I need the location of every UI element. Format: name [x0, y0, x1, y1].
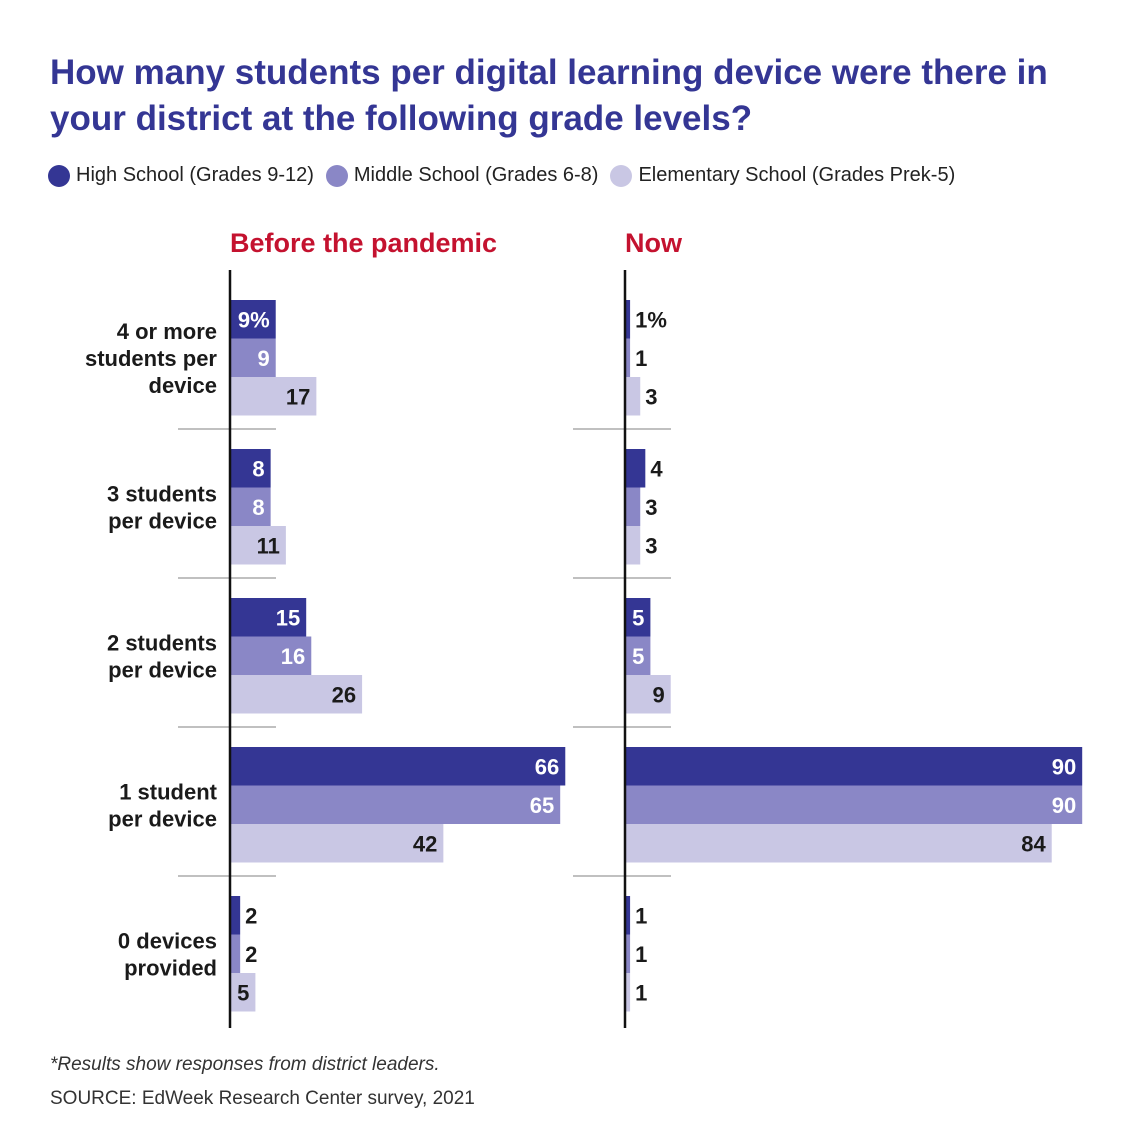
legend-label-high-school: High School (Grades 9-12): [76, 164, 314, 186]
data-label: 1%: [635, 307, 667, 332]
data-label: 5: [632, 605, 644, 630]
bar-elementary-school: [230, 675, 363, 714]
bar-middle-school: [625, 785, 1083, 824]
data-label: 90: [1052, 754, 1076, 779]
category-label-line: 1 student: [119, 779, 217, 804]
bar-middle-school: [230, 785, 561, 824]
data-label: 17: [286, 384, 310, 409]
data-label: 4: [650, 456, 663, 481]
bar-middle-school: [625, 487, 641, 526]
data-label: 1: [635, 346, 647, 371]
source-note: SOURCE: EdWeek Research Center survey, 2…: [50, 1088, 475, 1109]
category-label-line: 0 devices: [118, 928, 217, 953]
bar-high-school: [625, 747, 1083, 786]
bar-high-school: [230, 449, 271, 488]
category-label-line: per device: [108, 657, 217, 682]
data-label: 5: [632, 644, 644, 669]
data-label: 16: [281, 644, 305, 669]
legend-label-elementary-school: Elementary School (Grades Prek-5): [638, 164, 956, 186]
data-label: 26: [332, 682, 356, 707]
bar-high-school: [230, 300, 276, 339]
category-label-line: per device: [108, 508, 217, 533]
data-label: 3: [645, 533, 657, 558]
legend-item-elementary-school: Elementary School (Grades Prek-5): [610, 164, 955, 187]
legend: High School (Grades 9-12) Middle School …: [48, 164, 967, 187]
legend-swatch-elementary-school: [610, 164, 633, 187]
panel-title: Before the pandemic: [230, 228, 497, 258]
bar-middle-school: [625, 636, 651, 675]
legend-label-middle-school: Middle School (Grades 6-8): [353, 164, 599, 186]
data-label: 1: [635, 942, 647, 967]
category-label-line: 2 students: [107, 630, 217, 655]
bar-high-school: [230, 598, 307, 637]
data-label: 2: [245, 942, 257, 967]
bar-middle-school: [230, 487, 271, 526]
bar-elementary-school: [625, 675, 671, 714]
bar-high-school: [230, 896, 241, 935]
bar-middle-school: [230, 934, 241, 973]
legend-swatch-middle-school: [325, 164, 348, 187]
bar-high-school: [230, 747, 566, 786]
data-label: 9: [652, 682, 664, 707]
category-label: 1 student per device: [108, 779, 218, 831]
panel-title: Now: [625, 228, 683, 258]
data-label: 5: [237, 980, 249, 1005]
category-label-line: per device: [108, 806, 217, 831]
bar-elementary-school: [625, 377, 641, 416]
bar-middle-school: [625, 934, 631, 973]
data-label: 65: [530, 793, 554, 818]
data-label: 3: [645, 495, 657, 520]
legend-item-middle-school: Middle School (Grades 6-8): [325, 164, 599, 187]
data-label: 9: [257, 346, 269, 371]
bar-elementary-school: [230, 377, 317, 416]
bar-high-school: [625, 300, 631, 339]
bar-high-school: [625, 598, 651, 637]
bar-elementary-school: [625, 526, 641, 565]
bar-elementary-school: [230, 973, 256, 1012]
category-label-line: students per: [85, 346, 217, 371]
footnote: *Results show responses from district le…: [50, 1054, 440, 1075]
bar-middle-school: [230, 338, 276, 377]
legend-swatch-high-school: [48, 164, 70, 187]
legend-item-high-school: High School (Grades 9-12): [48, 164, 314, 187]
category-label: 2 students per device: [107, 630, 217, 682]
data-label: 11: [257, 533, 280, 558]
category-label: 3 students per device: [107, 481, 217, 533]
data-label: 8: [252, 456, 264, 481]
bar-high-school: [625, 896, 631, 935]
data-label: 3: [645, 384, 657, 409]
data-label: 15: [276, 605, 300, 630]
data-label: 90: [1052, 793, 1076, 818]
bar-elementary-school: [625, 973, 631, 1012]
chart-title: How many students per digital learning d…: [50, 53, 1048, 138]
category-label-line: 4 or more: [117, 319, 217, 344]
data-label: 9%: [238, 307, 270, 332]
bar-high-school: [625, 449, 646, 488]
category-label: 4 or more students per device: [85, 319, 217, 398]
data-label: 66: [535, 754, 559, 779]
data-label: 2: [245, 903, 257, 928]
data-label: 84: [1021, 831, 1046, 856]
data-label: 1: [635, 980, 647, 1005]
bar-elementary-school: [230, 526, 286, 565]
bar-elementary-school: [625, 824, 1052, 863]
bar-middle-school: [230, 636, 312, 675]
category-label: 0 devices provided: [118, 928, 217, 980]
category-label-line: device: [149, 373, 218, 398]
data-label: 42: [413, 831, 437, 856]
bar-middle-school: [625, 338, 631, 377]
category-label-line: 3 students: [107, 481, 217, 506]
bar-elementary-school: [230, 824, 444, 863]
data-label: 1: [635, 903, 647, 928]
data-label: 8: [252, 495, 264, 520]
category-label-line: provided: [124, 955, 217, 980]
